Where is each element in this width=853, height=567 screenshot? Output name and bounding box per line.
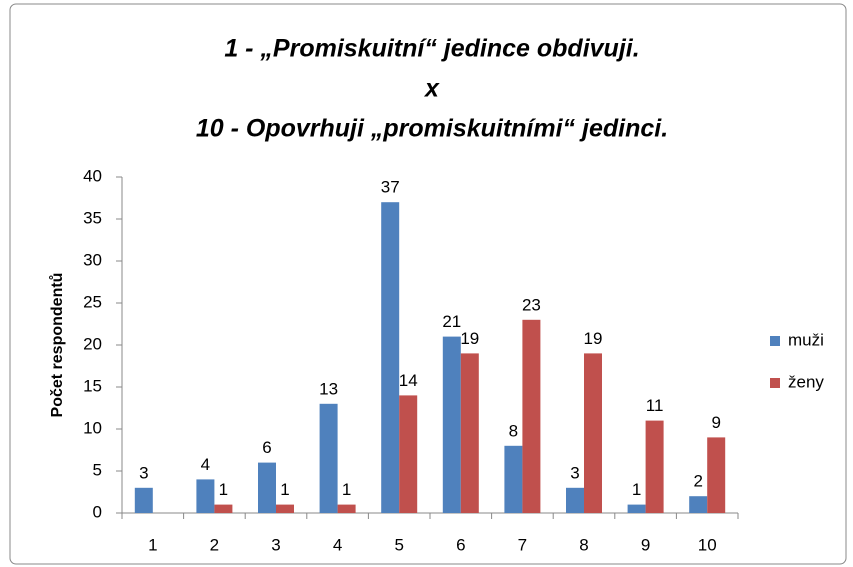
legend-swatch bbox=[770, 378, 780, 388]
data-label: 6 bbox=[262, 438, 271, 457]
x-tick-label: 2 bbox=[210, 535, 219, 554]
bar bbox=[645, 420, 664, 513]
y-tick-label: 25 bbox=[83, 292, 102, 311]
bar bbox=[522, 319, 541, 513]
data-label: 4 bbox=[201, 455, 210, 474]
data-label: 9 bbox=[711, 413, 720, 432]
bar bbox=[627, 504, 646, 513]
bar bbox=[442, 336, 461, 513]
chart-title: 10 - Opovrhuji „promiskuitními“ jedinci. bbox=[196, 115, 668, 143]
y-tick-label: 15 bbox=[83, 376, 102, 395]
data-label: 3 bbox=[139, 463, 148, 482]
data-label: 19 bbox=[460, 329, 479, 348]
bar bbox=[399, 395, 418, 513]
data-label: 21 bbox=[442, 312, 461, 331]
legend-label: ženy bbox=[788, 372, 824, 391]
data-label: 13 bbox=[319, 379, 338, 398]
x-tick-label: 10 bbox=[698, 535, 717, 554]
chart-title: 1 - „Promiskuitní“ jedince obdivuji. bbox=[224, 35, 639, 63]
bar bbox=[381, 202, 400, 513]
bar bbox=[134, 487, 153, 513]
data-label: 2 bbox=[693, 472, 702, 491]
x-tick-label: 3 bbox=[271, 535, 280, 554]
legend-label: muži bbox=[788, 330, 824, 349]
chart-frame bbox=[9, 3, 847, 565]
y-tick-label: 35 bbox=[83, 208, 102, 227]
bar bbox=[258, 462, 276, 513]
bar bbox=[460, 353, 479, 513]
y-tick-label: 30 bbox=[83, 250, 102, 269]
x-tick-label: 1 bbox=[148, 535, 157, 554]
data-label: 11 bbox=[646, 396, 664, 415]
data-label: 19 bbox=[584, 329, 603, 348]
data-label: 14 bbox=[399, 371, 418, 390]
bar bbox=[689, 496, 708, 513]
y-tick-label: 10 bbox=[83, 418, 102, 437]
y-tick-label: 5 bbox=[93, 460, 102, 479]
data-label: 23 bbox=[522, 295, 541, 314]
bar bbox=[707, 437, 726, 513]
legend-swatch bbox=[770, 336, 780, 346]
y-tick-label: 0 bbox=[93, 502, 102, 521]
bar bbox=[214, 504, 233, 513]
data-label: 37 bbox=[381, 178, 400, 197]
bar bbox=[504, 445, 523, 513]
bar bbox=[584, 353, 602, 513]
bar bbox=[337, 504, 356, 513]
x-tick-label: 7 bbox=[518, 535, 527, 554]
y-tick-label: 20 bbox=[83, 334, 102, 353]
data-label: 1 bbox=[280, 480, 289, 499]
y-tick-label: 40 bbox=[83, 166, 102, 185]
x-tick-label: 5 bbox=[394, 535, 403, 554]
data-label: 8 bbox=[509, 421, 518, 440]
bar bbox=[319, 403, 338, 513]
bar bbox=[196, 479, 215, 513]
x-tick-label: 8 bbox=[579, 535, 588, 554]
data-label: 1 bbox=[219, 480, 228, 499]
bar bbox=[276, 504, 294, 513]
x-tick-label: 9 bbox=[641, 535, 650, 554]
chart-title: x bbox=[423, 75, 440, 103]
data-label: 3 bbox=[570, 463, 579, 482]
x-tick-label: 4 bbox=[333, 535, 342, 554]
x-tick-label: 6 bbox=[456, 535, 465, 554]
data-label: 1 bbox=[632, 480, 641, 499]
y-axis-label: Počet respondentů bbox=[49, 273, 66, 418]
data-label: 1 bbox=[342, 480, 351, 499]
bar bbox=[566, 487, 584, 513]
